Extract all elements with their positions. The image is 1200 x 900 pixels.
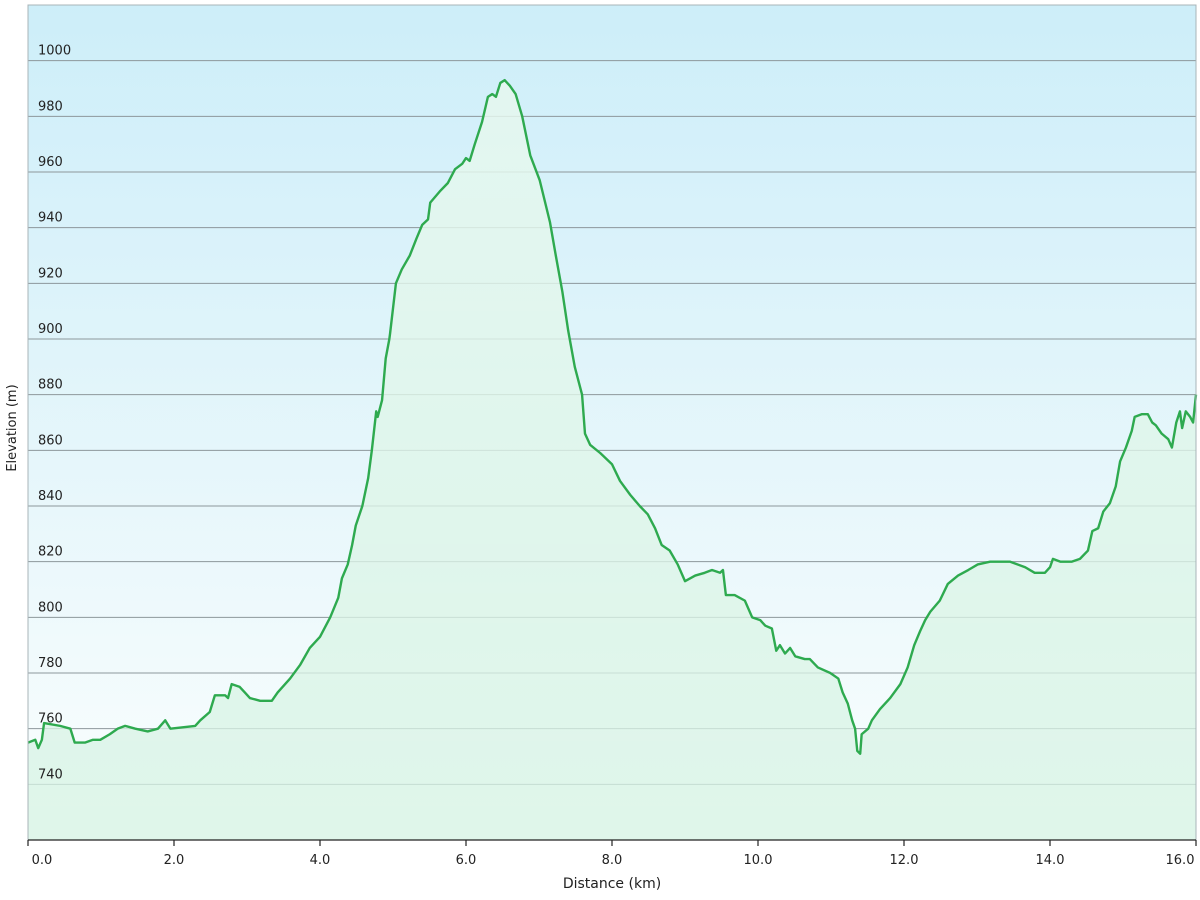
x-tick-label: 0.0	[32, 853, 53, 868]
y-tick-label: 940	[38, 211, 63, 226]
y-tick-label: 920	[38, 266, 63, 281]
x-tick-label: 10.0	[744, 853, 773, 868]
x-axis-title: Distance (km)	[563, 876, 661, 892]
y-tick-label: 1000	[38, 44, 71, 59]
y-tick-label: 900	[38, 322, 63, 337]
y-tick-label: 980	[38, 99, 63, 114]
x-tick-label: 4.0	[310, 853, 331, 868]
area-sheen	[28, 80, 1196, 840]
y-tick-label: 880	[38, 378, 63, 393]
x-tick-label: 12.0	[890, 853, 919, 868]
x-tick-label: 16.0	[1166, 853, 1195, 868]
y-tick-label: 860	[38, 433, 63, 448]
y-tick-label: 780	[38, 656, 63, 671]
y-tick-label: 760	[38, 712, 63, 727]
y-tick-label: 840	[38, 489, 63, 504]
x-tick-label: 14.0	[1036, 853, 1065, 868]
y-tick-label: 820	[38, 545, 63, 560]
y-tick-label: 800	[38, 600, 63, 615]
y-tick-label: 740	[38, 767, 63, 782]
tick-labels: 740 760 780 800 820 840 860 880 900 920 940 960 980 1…	[27, 44, 1197, 868]
series	[27, 78, 1198, 840]
x-tick-label: 2.0	[164, 853, 185, 868]
x-tick-label: 6.0	[456, 853, 477, 868]
y-axis-title: Elevation (m)	[5, 384, 20, 471]
elevation-line	[27, 78, 1198, 755]
y-tick-label: 960	[38, 155, 63, 170]
x-tick-label: 8.0	[602, 853, 623, 868]
